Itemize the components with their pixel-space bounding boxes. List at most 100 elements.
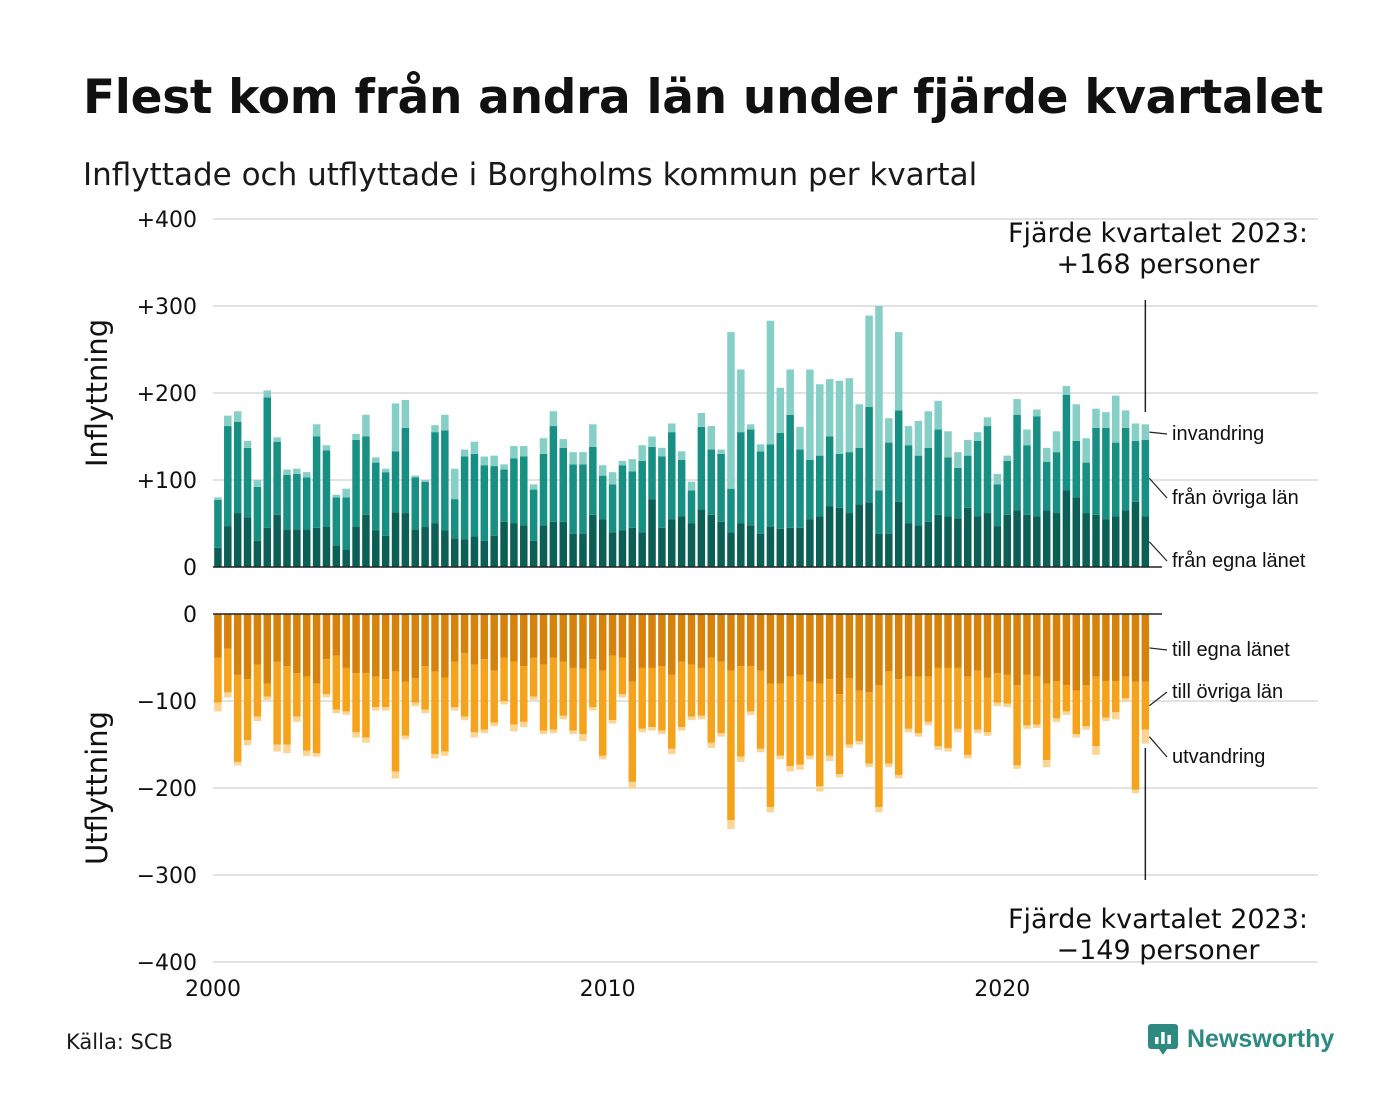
outflow-bar: [1131, 681, 1140, 790]
outflow-bar: [480, 614, 489, 660]
inflow-bar: [806, 369, 814, 460]
outflow-bar: [668, 674, 676, 749]
outflow-bar: [638, 667, 646, 729]
series-leader-line: [1149, 431, 1168, 435]
inflow-bar: [1033, 416, 1041, 517]
outflow-bar: [312, 753, 321, 757]
outflow-bar: [825, 614, 834, 680]
outflow-bar: [243, 679, 252, 741]
outflow-bar: [263, 683, 272, 697]
outflow-bar: [283, 666, 291, 745]
inflow-bar: [608, 472, 617, 485]
inflow-bar: [1092, 408, 1100, 428]
outflow-bar: [993, 702, 1002, 707]
inflow-bar: [875, 306, 883, 491]
y-axis-title: Utflyttning: [80, 711, 114, 865]
inflow-bar: [569, 464, 577, 534]
outflow-bar: [954, 728, 962, 733]
inflow-bar: [1052, 513, 1061, 567]
outflow-bar: [756, 614, 765, 671]
outflow-bar: [302, 750, 311, 756]
inflow-bar: [559, 521, 567, 567]
outflow-bar: [776, 755, 785, 760]
outflow-bar: [1121, 614, 1130, 677]
inflow-bar: [569, 533, 577, 567]
inflow-bar: [816, 516, 824, 567]
inflow-bar: [549, 426, 558, 522]
inflow-bar: [786, 369, 794, 415]
outflow-bar: [342, 614, 350, 668]
outflow-bar: [806, 681, 814, 756]
inflow-bar: [362, 414, 370, 437]
outflow-bar: [441, 751, 449, 756]
outflow-bar: [450, 661, 459, 708]
outflow-bar: [1033, 724, 1041, 728]
inflow-bar: [460, 456, 469, 540]
outflow-bar: [648, 614, 656, 668]
inflow-bar: [1102, 427, 1110, 520]
inflow-bar: [875, 533, 883, 567]
inflow-bar: [598, 465, 607, 476]
outflow-bar: [677, 727, 686, 731]
outflow-bar: [411, 614, 420, 679]
x-tick-label: 2000: [185, 977, 241, 1002]
inflow-bar: [1042, 447, 1051, 462]
outflow-bar: [1072, 614, 1081, 691]
inflow-bar: [894, 501, 903, 567]
outflow-bar: [1082, 685, 1090, 727]
outflow-bar: [973, 670, 982, 730]
inflow-bar: [233, 421, 242, 514]
inflow-bar: [825, 436, 834, 507]
inflow-bar: [214, 547, 222, 567]
inflow-bar: [1003, 514, 1011, 567]
inflow-bar: [381, 535, 390, 567]
newsworthy-logo[interactable]: Newsworthy: [1147, 1022, 1334, 1056]
inflow-bar: [1042, 461, 1051, 511]
outflow-bar: [549, 729, 558, 734]
inflow-bar: [273, 441, 281, 515]
outflow-bar: [1121, 676, 1130, 699]
outflow-bar: [460, 653, 469, 717]
outflow-bar: [608, 655, 617, 721]
inflow-bar: [500, 521, 508, 567]
inflow-bar: [529, 484, 538, 490]
outflow-bar: [1062, 711, 1071, 715]
outflow-bar: [983, 732, 992, 736]
outflow-bar: [717, 733, 725, 737]
outflow-bar: [431, 754, 439, 759]
inflow-bar: [253, 486, 262, 541]
inflow-bar: [816, 455, 824, 517]
outflow-bar: [352, 732, 360, 738]
outflow-bar: [983, 677, 992, 733]
outflow-bar: [510, 724, 518, 732]
inflow-bar: [1092, 514, 1100, 567]
outflow-bar: [1131, 614, 1140, 682]
outflow-bar: [579, 734, 587, 742]
inflow-bar: [766, 526, 775, 567]
outflow-bar: [480, 659, 489, 730]
outflow-bar: [421, 614, 429, 667]
inflow-bar: [539, 525, 548, 567]
inflow-bar: [677, 459, 686, 517]
inflow-bar: [598, 475, 607, 520]
inflow-bar: [510, 446, 518, 459]
inflow-bar: [253, 540, 262, 567]
outflow-bar: [441, 614, 449, 678]
inflow-bar: [776, 433, 785, 529]
outflow-bar: [293, 716, 301, 722]
outflow-bar: [618, 657, 627, 695]
outflow-bar: [1072, 734, 1081, 738]
outflow-bar: [1023, 614, 1031, 675]
inflow-bar: [1131, 440, 1140, 502]
outflow-bar: [786, 766, 794, 772]
outflow-bar: [865, 614, 873, 693]
inflow-bar: [964, 507, 972, 567]
inflow-bar: [1013, 399, 1021, 415]
outflow-bar: [707, 614, 715, 658]
outflow-bar: [1102, 717, 1110, 722]
outflow-bar: [283, 744, 291, 754]
outflow-bar: [391, 614, 400, 672]
outflow-bar: [431, 671, 439, 755]
inflow-bar: [243, 447, 252, 518]
inflow-bar: [885, 533, 893, 567]
